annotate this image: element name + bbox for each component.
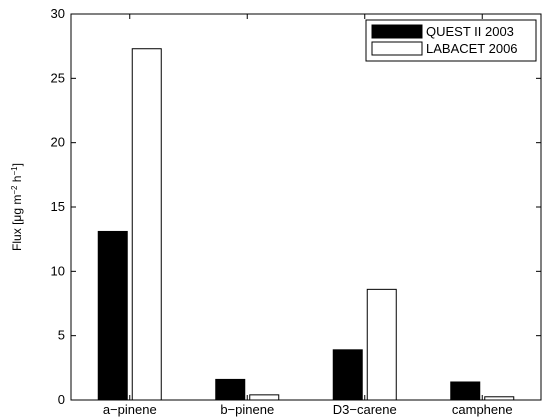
bar-quest-2 xyxy=(332,349,363,401)
x-tick-label: camphene xyxy=(452,402,513,417)
x-tick-label: D3−carene xyxy=(333,402,397,417)
y-axis-label-exp1: −2 xyxy=(10,185,19,195)
bar-labacet-1 xyxy=(249,394,280,401)
legend-label: QUEST II 2003 xyxy=(426,24,514,39)
y-axis-label-mid: h xyxy=(10,176,24,186)
x-tick-label: a−pinene xyxy=(103,402,157,417)
legend: QUEST II 2003 LABACET 2006 xyxy=(365,19,537,62)
y-tick-label: 20 xyxy=(51,135,65,150)
y-axis: 0 5 10 15 20 25 30 xyxy=(51,6,541,407)
y-tick-label: 10 xyxy=(51,263,65,278)
y-tick-label: 0 xyxy=(58,392,65,407)
y-axis-label: Flux [μg m−2 h−1] xyxy=(10,163,25,251)
x-axis: a−pinene b−pinene D3−carene camphene xyxy=(103,14,513,417)
y-tick-label: 15 xyxy=(51,199,65,214)
bar-labacet-3 xyxy=(484,396,515,401)
y-tick-label: 25 xyxy=(51,70,65,85)
bars xyxy=(97,48,515,401)
y-tick-label: 5 xyxy=(58,328,65,343)
y-axis-label-end: ] xyxy=(10,163,24,166)
y-axis-label-base: Flux [μg m xyxy=(10,195,24,251)
x-tick-label: b−pinene xyxy=(220,402,274,417)
bar-quest-3 xyxy=(450,381,481,401)
bar-quest-1 xyxy=(215,378,246,401)
bar-labacet-0 xyxy=(131,48,162,401)
bar-quest-0 xyxy=(97,230,128,401)
y-axis-label-exp2: −1 xyxy=(10,166,19,176)
y-tick-label: 30 xyxy=(51,6,65,21)
legend-label: LABACET 2006 xyxy=(426,41,518,56)
bar-labacet-2 xyxy=(366,288,397,401)
legend-swatch xyxy=(371,41,423,56)
legend-swatch xyxy=(371,24,423,39)
